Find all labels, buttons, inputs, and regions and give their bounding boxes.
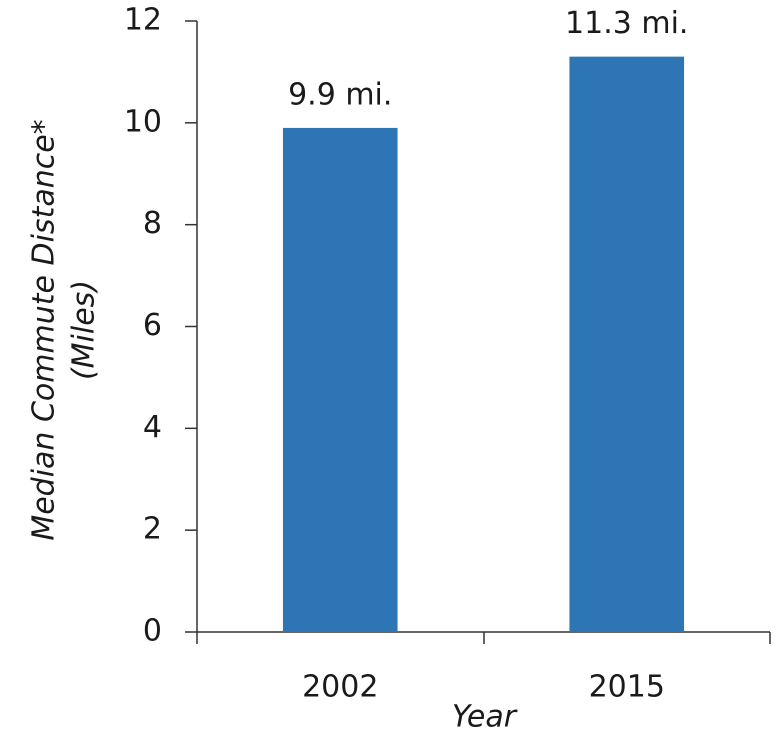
x-axis-label: Year <box>452 700 518 735</box>
value-label: 9.9 mi. <box>288 77 392 112</box>
y-tick-label: 0 <box>143 614 162 649</box>
y-tick-label: 6 <box>143 308 162 343</box>
x-tick-label: 2002 <box>302 670 378 705</box>
y-axis-label-line: Median Commute Distance* <box>27 119 62 540</box>
x-tick-label: 2015 <box>589 670 665 705</box>
value-label: 11.3 mi. <box>565 6 688 41</box>
bar <box>282 127 398 633</box>
y-tick-label: 12 <box>124 3 162 38</box>
y-tick-label: 8 <box>143 206 162 241</box>
y-tick-label: 4 <box>143 410 162 445</box>
y-tick-label: 2 <box>143 512 162 547</box>
y-axis-label-line: (Miles) <box>67 280 102 380</box>
y-axis-label: Median Commute Distance* (Miles) <box>27 119 102 540</box>
bar <box>569 56 685 633</box>
y-tick-label: 10 <box>124 104 162 139</box>
